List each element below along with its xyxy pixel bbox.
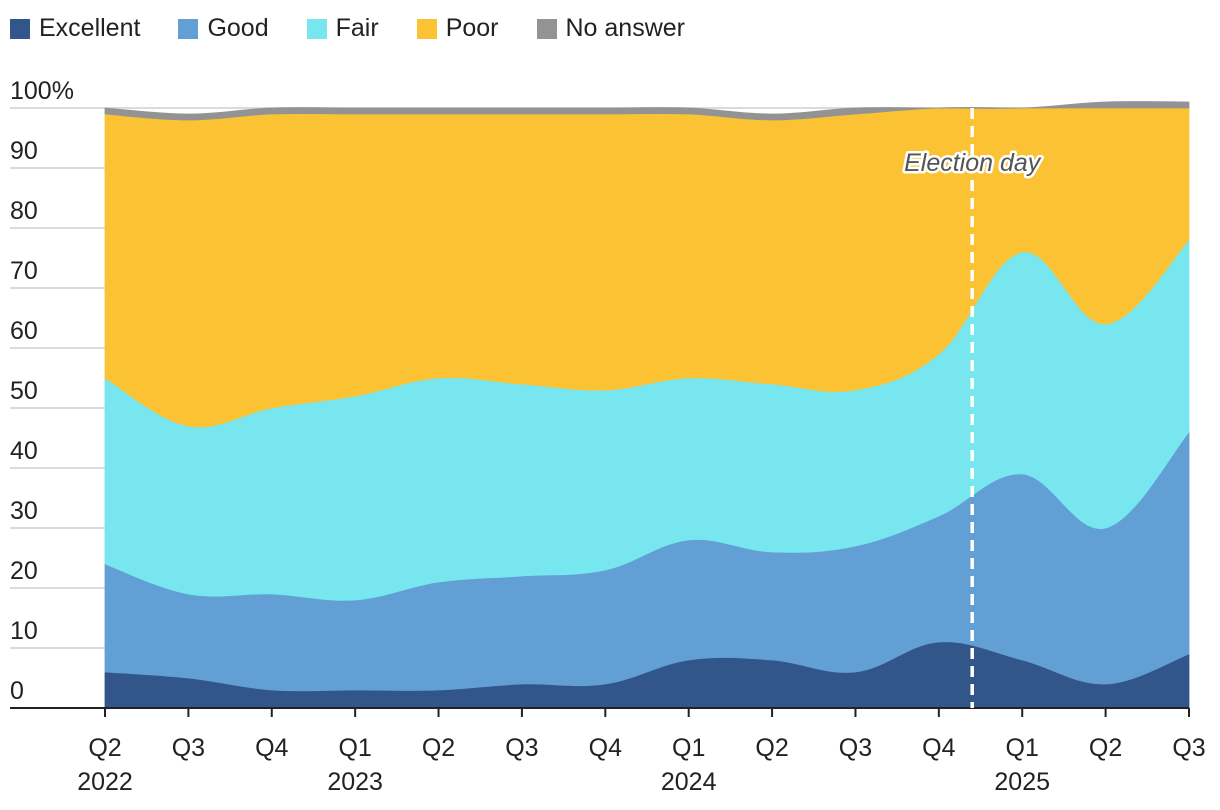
legend-label: Good bbox=[207, 14, 269, 42]
x-tick-label: Q1 bbox=[1006, 734, 1039, 762]
legend-label: No answer bbox=[565, 14, 686, 42]
x-tick-label: Q1 bbox=[672, 734, 705, 762]
legend-label: Fair bbox=[335, 14, 379, 42]
x-year-label: 2025 bbox=[994, 768, 1050, 796]
election-day-label: Election day bbox=[904, 149, 1042, 177]
x-year-label: 2022 bbox=[77, 768, 133, 796]
y-tick-label: 10 bbox=[10, 617, 38, 645]
legend-item-excellent: Excellent bbox=[10, 14, 140, 43]
y-tick-label: 0 bbox=[10, 677, 24, 705]
x-tick-label: Q3 bbox=[505, 734, 538, 762]
legend: Excellent Good Fair Poor No answer bbox=[10, 14, 723, 43]
legend-swatch bbox=[536, 18, 557, 39]
x-year-label: 2024 bbox=[661, 768, 717, 796]
legend-item-good: Good bbox=[178, 14, 269, 43]
y-tick-label: 60 bbox=[10, 317, 38, 345]
x-tick-label: Q3 bbox=[172, 734, 205, 762]
x-tick-label: Q4 bbox=[255, 734, 288, 762]
y-tick-label: 40 bbox=[10, 437, 38, 465]
x-year-label: 2023 bbox=[327, 768, 383, 796]
y-tick-label: 20 bbox=[10, 557, 38, 585]
area-no-answer bbox=[104, 101, 1190, 121]
x-tick-label: Q2 bbox=[1089, 734, 1122, 762]
x-tick-label: Q2 bbox=[422, 734, 455, 762]
y-tick-label: 50 bbox=[10, 377, 38, 405]
x-tick-label: Q4 bbox=[922, 734, 955, 762]
x-tick-label: Q2 bbox=[88, 734, 121, 762]
legend-swatch bbox=[10, 18, 30, 39]
x-tick-label: Q2 bbox=[755, 734, 788, 762]
x-tick-label: Q3 bbox=[1172, 734, 1205, 762]
y-tick-label: 70 bbox=[10, 257, 38, 285]
x-tick-label: Q3 bbox=[839, 734, 872, 762]
legend-swatch bbox=[416, 18, 437, 39]
legend-swatch bbox=[178, 18, 199, 39]
legend-item-no-answer: No answer bbox=[536, 14, 686, 43]
legend-item-fair: Fair bbox=[306, 14, 379, 43]
y-tick-label: 80 bbox=[10, 197, 38, 225]
y-tick-label: 30 bbox=[10, 497, 38, 525]
legend-swatch bbox=[306, 18, 327, 39]
legend-item-poor: Poor bbox=[416, 14, 499, 43]
x-tick-label: Q1 bbox=[338, 734, 371, 762]
x-tick-label: Q4 bbox=[589, 734, 622, 762]
y-tick-label: 90 bbox=[10, 137, 38, 165]
legend-label: Excellent bbox=[39, 14, 141, 42]
y-tick-label: 100% bbox=[10, 77, 74, 105]
legend-label: Poor bbox=[445, 14, 499, 42]
